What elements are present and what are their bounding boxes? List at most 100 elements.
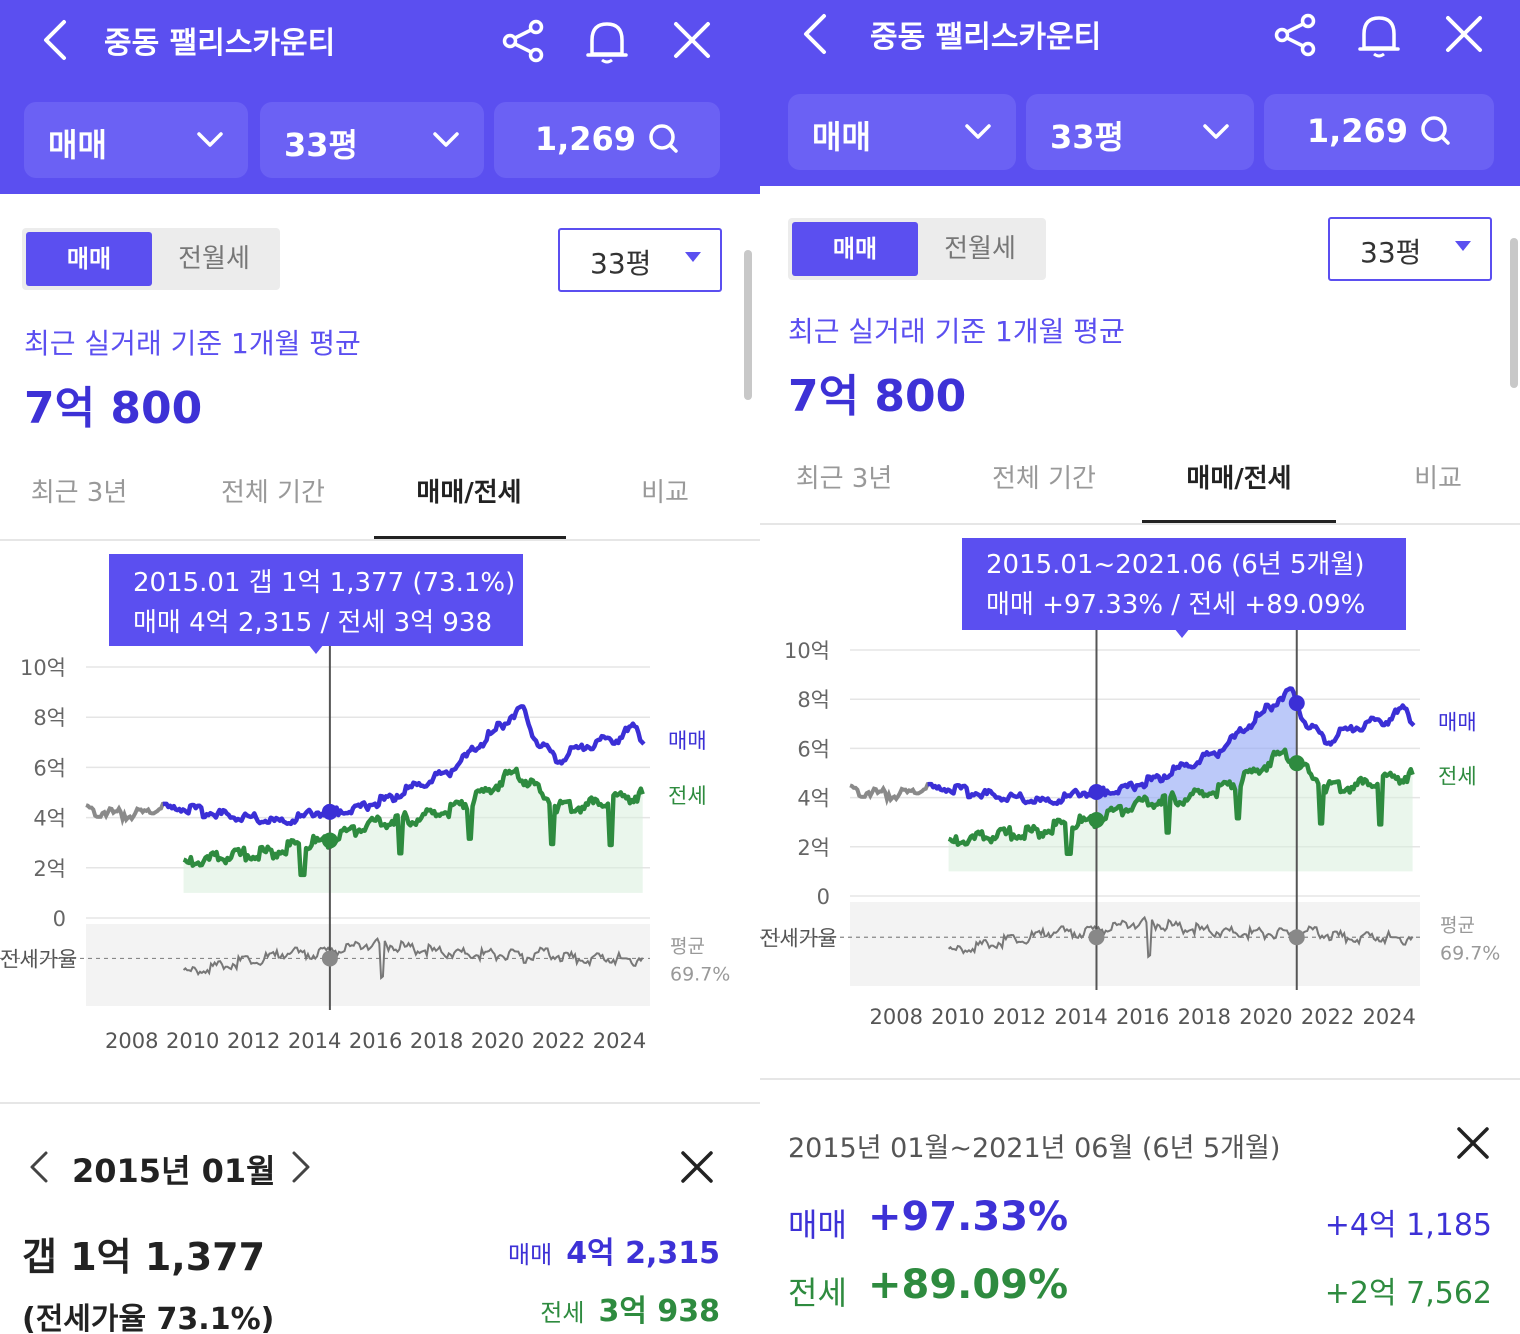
tab-compare[interactable]: 비교 [641,478,689,508]
size-dropdown[interactable]: 33평 [1328,217,1492,281]
active-tab-indicator [1142,520,1336,523]
range-rent-diff: +2억 7,562 [1324,1276,1492,1311]
range-sale-label: 매매 [788,1206,847,1244]
sale-line [927,686,1416,807]
x-tick-label: 2016 [349,1029,402,1053]
legend-rent: 전세 [668,784,707,808]
chevron-right-icon[interactable] [290,1150,312,1184]
chart-tooltip: 2015.01~2021.06 (6년 5개월) 매매 +97.33% / 전세… [962,538,1406,630]
tooltip-pointer [308,644,324,654]
x-tick-label: 2012 [227,1029,280,1053]
tab-divider [0,539,760,541]
y-tick-label: 8억 [797,688,830,712]
gap-ratio: (전세가율 73.1%) [22,1302,275,1334]
sale-line-early [85,801,165,827]
tab-all-period[interactable]: 전체 기간 [992,464,1096,494]
size-dropdown[interactable]: 33평 [558,228,722,292]
ratio-line [947,915,1414,959]
x-tick-label: 2020 [1239,1005,1292,1029]
tooltip-line-2: 매매 +97.33% / 전세 +89.09% [986,590,1366,620]
share-icon[interactable] [500,18,546,64]
ratio-band [850,902,1420,986]
size-filter[interactable]: 33평 [260,102,484,178]
cursor-point-sale [1088,783,1105,800]
detail-sale: 매매 4억 2,315 [508,1236,720,1271]
bell-icon[interactable] [582,16,632,66]
close-icon[interactable] [1442,12,1486,56]
gap-amount: 갭 1억 1,377 [22,1235,266,1279]
tab-compare[interactable]: 비교 [1414,464,1462,494]
cursor-point-rent [1288,755,1305,772]
average-price: 7억 800 [788,371,967,422]
y-tick-label: 6억 [797,737,830,761]
tab-all-period[interactable]: 전체 기간 [221,478,325,508]
x-tick-label: 2024 [1362,1005,1415,1029]
bell-icon[interactable] [1354,10,1404,60]
y-tick-label: 4억 [33,807,66,831]
app-header: 중동 팰리스카운티 매매 33평 1,269 [0,0,760,194]
range-rent-label: 전세 [788,1274,847,1312]
ratio-average-value: 69.7% [670,963,730,985]
cursor-point-sale [1288,695,1305,712]
search-icon [1421,116,1450,145]
y-tick-label: 8억 [33,706,66,730]
rent-line [947,747,1415,856]
scrollbar[interactable] [1510,238,1518,388]
legend-sale: 매매 [1438,710,1477,734]
household-count-button[interactable]: 1,269 [494,102,720,178]
tab-recent-3y[interactable]: 최근 3년 [30,478,128,508]
search-icon [649,124,678,153]
close-icon[interactable] [680,1150,714,1184]
detail-date: 2015년 01월 [72,1152,276,1190]
page-title: 중동 팰리스카운티 [870,20,1102,55]
tab-recent-3y[interactable]: 최근 3년 [795,464,893,494]
tab-sale-rent[interactable]: 매매/전세 [1186,464,1292,494]
segment-rent[interactable]: 전월세 [178,244,250,274]
x-tick-label: 2020 [471,1029,524,1053]
chart-tooltip: 2015.01 갭 1억 1,377 (73.1%) 매매 4억 2,315 /… [109,554,523,646]
segment-sale[interactable]: 매매 [26,232,152,286]
close-icon[interactable] [1456,1126,1490,1160]
screen-right: 중동 팰리스카운티 매매 33평 1,269 매매 전월세 33평 최근 실거래… [760,0,1520,1334]
close-icon[interactable] [670,18,714,62]
x-tick-label: 2018 [410,1029,463,1053]
chevron-down-icon [433,132,459,147]
back-icon[interactable] [796,10,836,58]
share-icon[interactable] [1272,12,1318,58]
x-tick-label: 2018 [1178,1005,1231,1029]
x-tick-label: 2008 [105,1029,158,1053]
ratio-label: 전세가율 [760,926,837,950]
detail-divider [0,1102,760,1104]
trade-segment: 매매 전월세 [22,228,280,290]
ratio-average-label: 평균 [670,935,705,957]
chevron-left-icon[interactable] [28,1150,50,1184]
y-tick-label: 2억 [33,857,66,881]
x-tick-label: 2016 [1116,1005,1169,1029]
y-tick-label: 10억 [20,656,66,680]
segment-sale[interactable]: 매매 [792,222,918,276]
range-title: 2015년 01월~2021년 06월 (6년 5개월) [788,1133,1281,1164]
scrollbar[interactable] [744,250,752,400]
tab-sale-rent[interactable]: 매매/전세 [416,478,522,508]
size-filter[interactable]: 33평 [1026,94,1254,170]
trade-type-filter[interactable]: 매매 [788,94,1016,170]
x-tick-label: 2010 [166,1029,219,1053]
x-tick-label: 2010 [931,1005,984,1029]
x-tick-label: 2022 [1301,1005,1354,1029]
sale-line [162,704,646,827]
back-icon[interactable] [36,16,76,64]
x-tick-label: 2012 [993,1005,1046,1029]
trade-segment: 매매 전월세 [788,218,1046,280]
ratio-label: 전세가율 [0,947,77,971]
chevron-down-icon [197,132,223,147]
ratio-average-label: 평균 [1440,914,1475,936]
y-tick-label: 6억 [33,756,66,780]
ratio-line [182,936,644,980]
segment-rent[interactable]: 전월세 [944,234,1016,264]
household-count-button[interactable]: 1,269 [1264,94,1494,170]
trade-type-filter[interactable]: 매매 [24,102,248,178]
title-bar: 중동 팰리스카운티 [760,0,1520,80]
app-header: 중동 팰리스카운티 매매 33평 1,269 [760,0,1520,186]
